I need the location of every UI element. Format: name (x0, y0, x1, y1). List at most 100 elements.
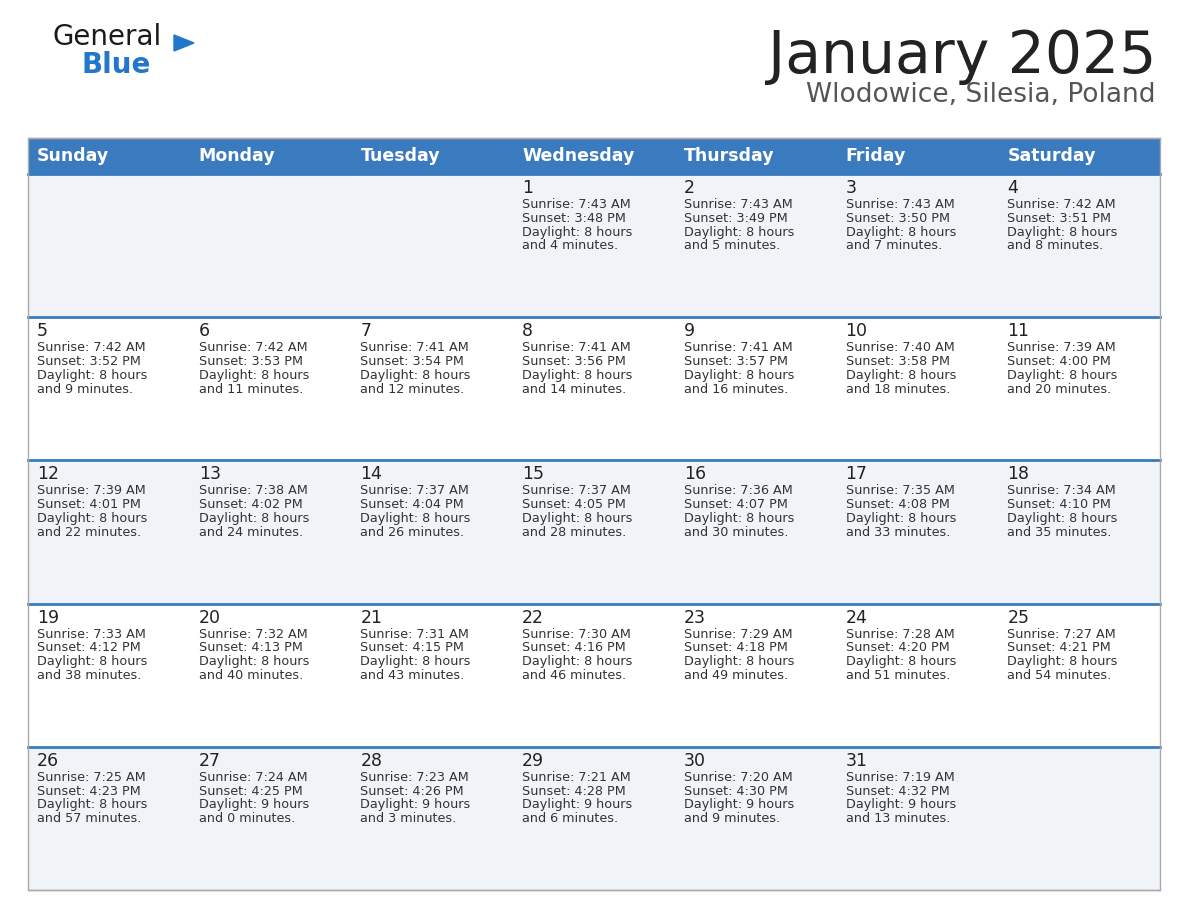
Text: Sunrise: 7:43 AM: Sunrise: 7:43 AM (684, 198, 792, 211)
Text: Sunrise: 7:29 AM: Sunrise: 7:29 AM (684, 628, 792, 641)
Text: 5: 5 (37, 322, 48, 341)
Text: Sunset: 4:13 PM: Sunset: 4:13 PM (198, 642, 303, 655)
Text: January 2025: January 2025 (767, 28, 1156, 85)
Text: and 38 minutes.: and 38 minutes. (37, 669, 141, 682)
Text: 28: 28 (360, 752, 383, 770)
Text: and 51 minutes.: and 51 minutes. (846, 669, 950, 682)
Text: Sunset: 4:07 PM: Sunset: 4:07 PM (684, 498, 788, 511)
Text: 13: 13 (198, 465, 221, 484)
Text: Daylight: 8 hours: Daylight: 8 hours (1007, 226, 1118, 239)
Text: Sunrise: 7:19 AM: Sunrise: 7:19 AM (846, 771, 954, 784)
Text: Sunset: 4:23 PM: Sunset: 4:23 PM (37, 785, 140, 798)
Text: 7: 7 (360, 322, 372, 341)
Text: and 18 minutes.: and 18 minutes. (846, 383, 950, 396)
Text: Sunset: 3:57 PM: Sunset: 3:57 PM (684, 355, 788, 368)
Text: and 49 minutes.: and 49 minutes. (684, 669, 788, 682)
Text: Sunset: 4:28 PM: Sunset: 4:28 PM (523, 785, 626, 798)
Text: and 14 minutes.: and 14 minutes. (523, 383, 626, 396)
Text: 24: 24 (846, 609, 867, 627)
Text: 12: 12 (37, 465, 59, 484)
Text: Sunset: 3:56 PM: Sunset: 3:56 PM (523, 355, 626, 368)
Text: 20: 20 (198, 609, 221, 627)
Text: 21: 21 (360, 609, 383, 627)
Text: and 24 minutes.: and 24 minutes. (198, 526, 303, 539)
Text: Daylight: 8 hours: Daylight: 8 hours (198, 655, 309, 668)
Text: and 13 minutes.: and 13 minutes. (846, 812, 950, 825)
Text: Sunrise: 7:24 AM: Sunrise: 7:24 AM (198, 771, 308, 784)
Text: Sunset: 3:54 PM: Sunset: 3:54 PM (360, 355, 465, 368)
Text: and 11 minutes.: and 11 minutes. (198, 383, 303, 396)
Text: and 30 minutes.: and 30 minutes. (684, 526, 788, 539)
Text: Daylight: 8 hours: Daylight: 8 hours (1007, 655, 1118, 668)
Text: Sunset: 3:53 PM: Sunset: 3:53 PM (198, 355, 303, 368)
Bar (29, 174, 1159, 318)
Text: Sunrise: 7:31 AM: Sunrise: 7:31 AM (360, 628, 469, 641)
Text: Daylight: 8 hours: Daylight: 8 hours (846, 226, 956, 239)
Text: 27: 27 (198, 752, 221, 770)
Text: 26: 26 (37, 752, 59, 770)
Text: Daylight: 8 hours: Daylight: 8 hours (360, 512, 470, 525)
Text: Daylight: 8 hours: Daylight: 8 hours (1007, 369, 1118, 382)
Text: Sunset: 4:12 PM: Sunset: 4:12 PM (37, 642, 140, 655)
Polygon shape (173, 35, 194, 51)
Bar (29, 747, 1159, 890)
Text: Daylight: 8 hours: Daylight: 8 hours (37, 369, 147, 382)
Text: Sunday: Sunday (37, 147, 109, 165)
Text: 30: 30 (684, 752, 706, 770)
Text: 22: 22 (523, 609, 544, 627)
Text: Daylight: 8 hours: Daylight: 8 hours (846, 512, 956, 525)
Text: Daylight: 8 hours: Daylight: 8 hours (198, 512, 309, 525)
Text: 11: 11 (1007, 322, 1029, 341)
Text: Daylight: 8 hours: Daylight: 8 hours (523, 226, 632, 239)
Text: and 9 minutes.: and 9 minutes. (37, 383, 133, 396)
Text: Sunrise: 7:41 AM: Sunrise: 7:41 AM (360, 341, 469, 354)
Text: and 8 minutes.: and 8 minutes. (1007, 240, 1104, 252)
Text: Sunset: 4:18 PM: Sunset: 4:18 PM (684, 642, 788, 655)
Text: Sunset: 3:52 PM: Sunset: 3:52 PM (37, 355, 141, 368)
Text: 2: 2 (684, 179, 695, 197)
Text: Sunrise: 7:41 AM: Sunrise: 7:41 AM (684, 341, 792, 354)
Text: Daylight: 9 hours: Daylight: 9 hours (684, 799, 794, 812)
Text: Daylight: 8 hours: Daylight: 8 hours (37, 655, 147, 668)
Bar (29, 318, 1159, 461)
Text: Sunset: 3:49 PM: Sunset: 3:49 PM (684, 212, 788, 225)
Text: Sunset: 4:25 PM: Sunset: 4:25 PM (198, 785, 303, 798)
Text: and 3 minutes.: and 3 minutes. (360, 812, 456, 825)
Text: and 9 minutes.: and 9 minutes. (684, 812, 781, 825)
Text: 23: 23 (684, 609, 706, 627)
Text: Sunrise: 7:30 AM: Sunrise: 7:30 AM (523, 628, 631, 641)
Text: Daylight: 8 hours: Daylight: 8 hours (37, 512, 147, 525)
Text: 31: 31 (846, 752, 867, 770)
Text: and 12 minutes.: and 12 minutes. (360, 383, 465, 396)
Text: Daylight: 8 hours: Daylight: 8 hours (684, 655, 795, 668)
Text: Sunset: 4:02 PM: Sunset: 4:02 PM (198, 498, 303, 511)
Text: and 4 minutes.: and 4 minutes. (523, 240, 618, 252)
Bar (190, 138, 352, 174)
Text: Sunset: 4:16 PM: Sunset: 4:16 PM (523, 642, 626, 655)
Text: 18: 18 (1007, 465, 1029, 484)
Text: 17: 17 (846, 465, 867, 484)
Text: Sunrise: 7:34 AM: Sunrise: 7:34 AM (1007, 485, 1116, 498)
Text: Sunrise: 7:41 AM: Sunrise: 7:41 AM (523, 341, 631, 354)
Text: Sunrise: 7:28 AM: Sunrise: 7:28 AM (846, 628, 954, 641)
Text: Wlodowice, Silesia, Poland: Wlodowice, Silesia, Poland (807, 82, 1156, 108)
Text: Monday: Monday (198, 147, 276, 165)
Bar (29, 138, 190, 174)
Text: and 40 minutes.: and 40 minutes. (198, 669, 303, 682)
Text: Sunrise: 7:43 AM: Sunrise: 7:43 AM (846, 198, 954, 211)
Text: 10: 10 (846, 322, 867, 341)
Text: Sunset: 4:01 PM: Sunset: 4:01 PM (37, 498, 141, 511)
Text: Sunset: 3:50 PM: Sunset: 3:50 PM (846, 212, 949, 225)
Bar (998, 138, 1159, 174)
Text: Sunrise: 7:43 AM: Sunrise: 7:43 AM (523, 198, 631, 211)
Text: Sunrise: 7:32 AM: Sunrise: 7:32 AM (198, 628, 308, 641)
Text: 1: 1 (523, 179, 533, 197)
Text: Sunset: 4:21 PM: Sunset: 4:21 PM (1007, 642, 1111, 655)
Text: and 22 minutes.: and 22 minutes. (37, 526, 141, 539)
Text: Blue: Blue (82, 51, 151, 79)
Text: and 7 minutes.: and 7 minutes. (846, 240, 942, 252)
Text: and 16 minutes.: and 16 minutes. (684, 383, 788, 396)
Text: Wednesday: Wednesday (523, 147, 634, 165)
Text: Daylight: 9 hours: Daylight: 9 hours (360, 799, 470, 812)
Text: Sunset: 4:26 PM: Sunset: 4:26 PM (360, 785, 465, 798)
